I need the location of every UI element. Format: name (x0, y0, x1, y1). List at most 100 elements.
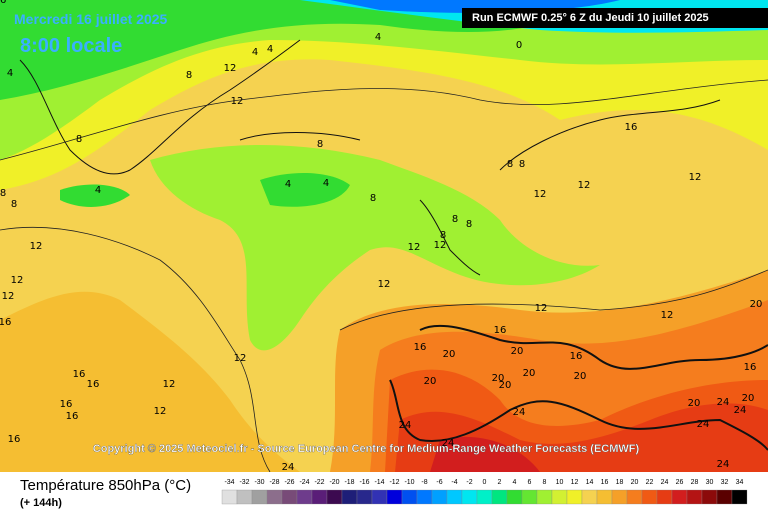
contour-label: 12 (378, 279, 391, 290)
scale-swatch (356, 489, 373, 505)
scale-label: 24 (661, 479, 669, 486)
contour-label: 20 (424, 376, 437, 387)
legend-subtitle: (+ 144h) (20, 497, 62, 509)
zone-26 (430, 436, 540, 472)
scale-swatch (581, 489, 598, 505)
scale-label: -6 (436, 479, 442, 486)
scale-label: -28 (269, 479, 279, 486)
scale-label: -22 (314, 479, 324, 486)
scale-label: 6 (528, 479, 532, 486)
scale-swatch (371, 489, 388, 505)
scale-swatch (731, 489, 748, 505)
scale-label: 10 (556, 479, 564, 486)
contour-label: 24 (717, 459, 730, 470)
coastline-north (419, 99, 721, 276)
scale-label: 26 (676, 479, 684, 486)
contour-label: 16 (8, 434, 21, 445)
forecast-time: 8:00 locale (20, 35, 122, 57)
contour-label: 8 (76, 134, 82, 145)
contour-label: 24 (734, 405, 747, 416)
scale-label: 4 (513, 479, 517, 486)
scale-label: -34 (224, 479, 234, 486)
contour-label: 12 (534, 189, 547, 200)
zone-4-atlantic (260, 173, 350, 207)
scale-label: 20 (631, 479, 639, 486)
contour-label: 12 (234, 353, 247, 364)
contour-label: 24 (442, 438, 455, 449)
scale-swatch (476, 489, 493, 505)
isotherm (339, 269, 768, 331)
scale-label: -26 (284, 479, 294, 486)
scale-swatch (281, 489, 298, 505)
scale-label: -8 (421, 479, 427, 486)
scale-swatch (341, 489, 358, 505)
contour-label: 12 (2, 291, 15, 302)
contour-label: 8 (370, 193, 376, 204)
scale-swatch (386, 489, 403, 505)
contour-label: 16 (66, 411, 79, 422)
isotherm (0, 79, 768, 161)
copyright: Copyright © 2025 Meteociel.fr - Source E… (93, 443, 640, 455)
scale-label: -18 (344, 479, 354, 486)
scale-swatch (431, 489, 448, 505)
contour-label: 16 (625, 122, 638, 133)
scale-label: 34 (736, 479, 744, 486)
isotherm (0, 227, 271, 473)
legend-title: Température 850hPa (°C) (20, 477, 191, 494)
contour-label: 16 (60, 399, 73, 410)
scale-label: -14 (374, 479, 384, 486)
scale-swatch (401, 489, 418, 505)
scale-swatch (596, 489, 613, 505)
contour-label: 12 (163, 379, 176, 390)
scale-label: 0 (483, 479, 487, 486)
contour-label: 20 (750, 299, 763, 310)
contour-label: 16 (87, 379, 100, 390)
scale-label: 16 (601, 479, 609, 486)
run-info: Run ECMWF 0.25° 6 Z du Jeudi 10 juillet … (472, 12, 709, 24)
contour-label: 20 (742, 393, 755, 404)
scale-label: 8 (543, 479, 547, 486)
contour-label: 8 (0, 188, 6, 199)
scale-swatch (536, 489, 553, 505)
scale-swatch (521, 489, 538, 505)
scale-label: -30 (254, 479, 264, 486)
scale-swatch (311, 489, 328, 505)
scale-swatch (446, 489, 463, 505)
scale-label: 2 (498, 479, 502, 486)
scale-label: -32 (239, 479, 249, 486)
scale-label: 32 (721, 479, 729, 486)
scale-swatch (701, 489, 718, 505)
scale-swatch (626, 489, 643, 505)
contour-label: 12 (231, 96, 244, 107)
scale-label: 18 (616, 479, 624, 486)
forecast-date: Mercredi 16 juillet 2025 (14, 11, 168, 27)
contour-label: 4 (375, 32, 381, 43)
contour-label: 20 (443, 349, 456, 360)
scale-label: -24 (299, 479, 309, 486)
contour-label: 20 (511, 346, 524, 357)
contour-label: 24 (282, 462, 295, 473)
contour-label: 4 (285, 179, 291, 190)
coastline-mediterranean (419, 324, 768, 370)
scale-swatch (416, 489, 433, 505)
contour-label: 24 (399, 420, 412, 431)
contour-label: 16 (414, 342, 427, 353)
color-scale: -34 -32 -30 -28 -26 -24 -22 -20 -18 -16 -14 -12 -10-… (221, 479, 748, 505)
contour-label: 0 (516, 40, 522, 51)
contour-label: 20 (574, 371, 587, 382)
contour-label: 16 (73, 369, 86, 380)
zone-4-west (60, 184, 130, 207)
contour-label: 20 (523, 368, 536, 379)
contour-label: 8 (507, 159, 513, 170)
scale-swatch (461, 489, 478, 505)
scale-swatch (296, 489, 313, 505)
contour-label: 20 (492, 373, 505, 384)
scale-swatch (566, 489, 583, 505)
contour-label: 12 (535, 303, 548, 314)
coastline-iceland (239, 132, 361, 141)
contour-label: 20 (688, 398, 701, 409)
contour-label: 16 (744, 362, 757, 373)
